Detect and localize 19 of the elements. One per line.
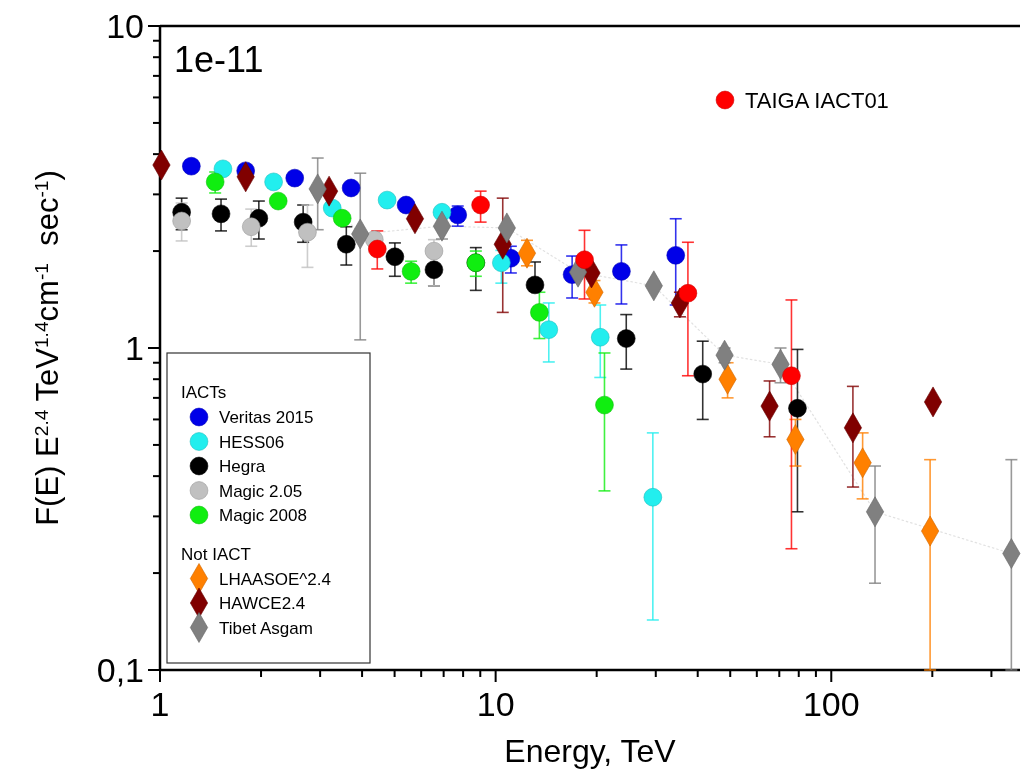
legend-label: Magic 2008 [219,506,307,525]
legend-label: HAWCE2.4 [219,594,306,613]
y-tick-label: 0,1 [96,651,144,690]
legend-label: Hegra [219,457,266,476]
legend-label: TAIGA IACT01 [745,87,889,113]
annotation: 1e-11 [174,39,264,80]
x-axis-title: Energy, TeV [504,733,677,769]
x-tick-label: 1 [150,685,170,723]
annotation: IACTs [181,383,227,402]
legend-label: LHAASOE^2.4 [219,569,331,589]
legend-label: Veritas 2015 [219,408,314,427]
x-tick-label: 10 [476,685,515,723]
legend-label: Magic 2.05 [219,481,303,501]
legend-label: Tibet Asgam [219,618,313,638]
y-tick-label: 1 [125,329,144,368]
x-tick-label: 100 [802,685,860,723]
y-tick-label: 10 [106,7,144,46]
legend-label: HESS06 [219,432,285,452]
annotation: Not IACT [181,544,251,564]
